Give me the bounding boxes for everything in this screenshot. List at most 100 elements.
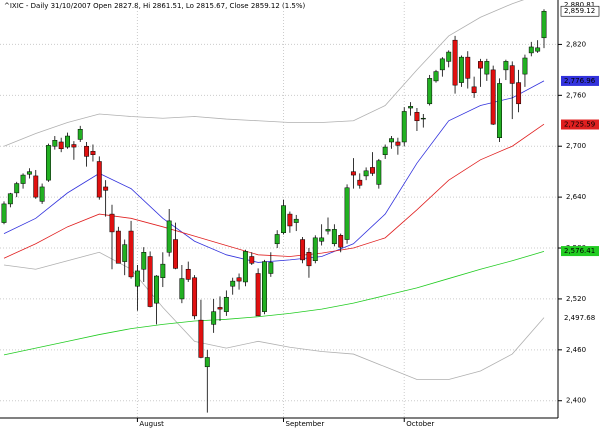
candle-body <box>319 237 325 242</box>
candle-body <box>287 213 293 227</box>
y-tick-label: 2,460 <box>566 346 586 354</box>
candle-body <box>281 205 286 234</box>
candle-body <box>395 141 401 146</box>
candle-body <box>446 51 452 62</box>
candle-body <box>39 186 45 202</box>
candle-body <box>541 10 547 39</box>
candle-body <box>414 112 420 122</box>
candle-body <box>274 234 280 245</box>
price-label: 2,776.96 <box>564 77 596 85</box>
candle-body <box>141 252 147 270</box>
candle-body <box>179 278 185 300</box>
candle-body <box>338 235 344 248</box>
candle-body <box>52 140 58 147</box>
candle-body <box>230 280 236 287</box>
candle-body <box>522 57 528 75</box>
indicator-line <box>3 251 545 380</box>
indicator-line <box>3 123 545 259</box>
candle-body <box>147 256 153 307</box>
candle-body <box>439 58 445 71</box>
candle-body <box>344 187 350 240</box>
candle-body <box>192 277 198 317</box>
y-tick-label: 2,640 <box>566 193 586 201</box>
candle-body <box>103 186 109 191</box>
candle-body <box>370 167 375 174</box>
candle-body <box>484 61 490 75</box>
candle-body <box>262 261 267 312</box>
candle-body <box>134 270 140 287</box>
candle-body <box>217 307 223 310</box>
price-label-box <box>561 246 599 257</box>
indicator-line <box>3 80 545 263</box>
price-label: 2,576.41 <box>564 247 595 255</box>
candle-body <box>389 138 394 143</box>
candle-body <box>185 268 191 280</box>
candle-body <box>154 275 159 304</box>
candle-body <box>268 262 274 274</box>
candle-body <box>236 277 242 282</box>
candle-body <box>503 61 509 71</box>
candle-body <box>90 151 96 155</box>
candle-body <box>528 46 534 54</box>
candle-body <box>306 252 312 267</box>
candle-body <box>331 229 337 245</box>
candle-body <box>478 61 483 69</box>
y-tick-label: 2,820 <box>566 40 586 48</box>
candle-body <box>166 220 172 253</box>
candle-body <box>516 82 522 105</box>
candle-body <box>401 111 407 143</box>
x-tick-label: August <box>139 420 164 428</box>
y-tick-label: 2,400 <box>566 397 586 405</box>
price-label-box <box>561 312 599 323</box>
candle-body <box>427 78 433 105</box>
candle-body <box>65 135 70 148</box>
candle-body <box>293 218 299 223</box>
candle-body <box>1 203 7 223</box>
candle-body <box>223 296 229 312</box>
x-tick-label: October <box>406 420 434 428</box>
candle-body <box>509 65 515 84</box>
candle-body <box>115 230 121 264</box>
candle-body <box>96 161 102 198</box>
price-label: 2,859.12 <box>564 7 595 15</box>
indicator-line <box>3 0 525 147</box>
candle-body <box>128 230 134 278</box>
x-tick-label: September <box>286 420 325 428</box>
candle-body <box>408 106 414 109</box>
candle-body <box>325 229 331 232</box>
candle-body <box>71 144 77 148</box>
candle-body <box>471 86 477 94</box>
candle-body <box>433 71 439 82</box>
candle-body <box>33 175 39 198</box>
y-tick-label: 2,760 <box>566 91 586 99</box>
candle-body <box>357 179 363 186</box>
price-label: 2,725.59 <box>564 121 595 129</box>
candle-body <box>211 311 217 325</box>
candle-body <box>58 141 64 150</box>
price-label-box <box>561 119 599 130</box>
price-label-box <box>560 5 600 17</box>
candle-body <box>77 129 83 140</box>
candle-body <box>300 239 306 261</box>
price-label-box <box>561 75 599 86</box>
candle-body <box>173 239 178 269</box>
candle-body <box>14 183 20 194</box>
y-tick-label: 2,520 <box>566 295 586 303</box>
candle-body <box>382 146 388 155</box>
candle-body <box>46 145 51 181</box>
candle-body <box>255 273 261 317</box>
candle-body <box>363 170 369 177</box>
candle-body <box>465 56 471 79</box>
candle-body <box>122 244 128 262</box>
candle-body <box>160 263 166 278</box>
candle-body <box>312 237 318 262</box>
price-label: 2,880.81 <box>564 1 595 9</box>
candle-body <box>458 56 464 83</box>
candle-body <box>452 39 458 86</box>
candle-body <box>84 145 90 157</box>
candle-body <box>376 160 382 185</box>
y-tick-label: 2,700 <box>566 142 586 150</box>
candle-body <box>109 213 115 233</box>
